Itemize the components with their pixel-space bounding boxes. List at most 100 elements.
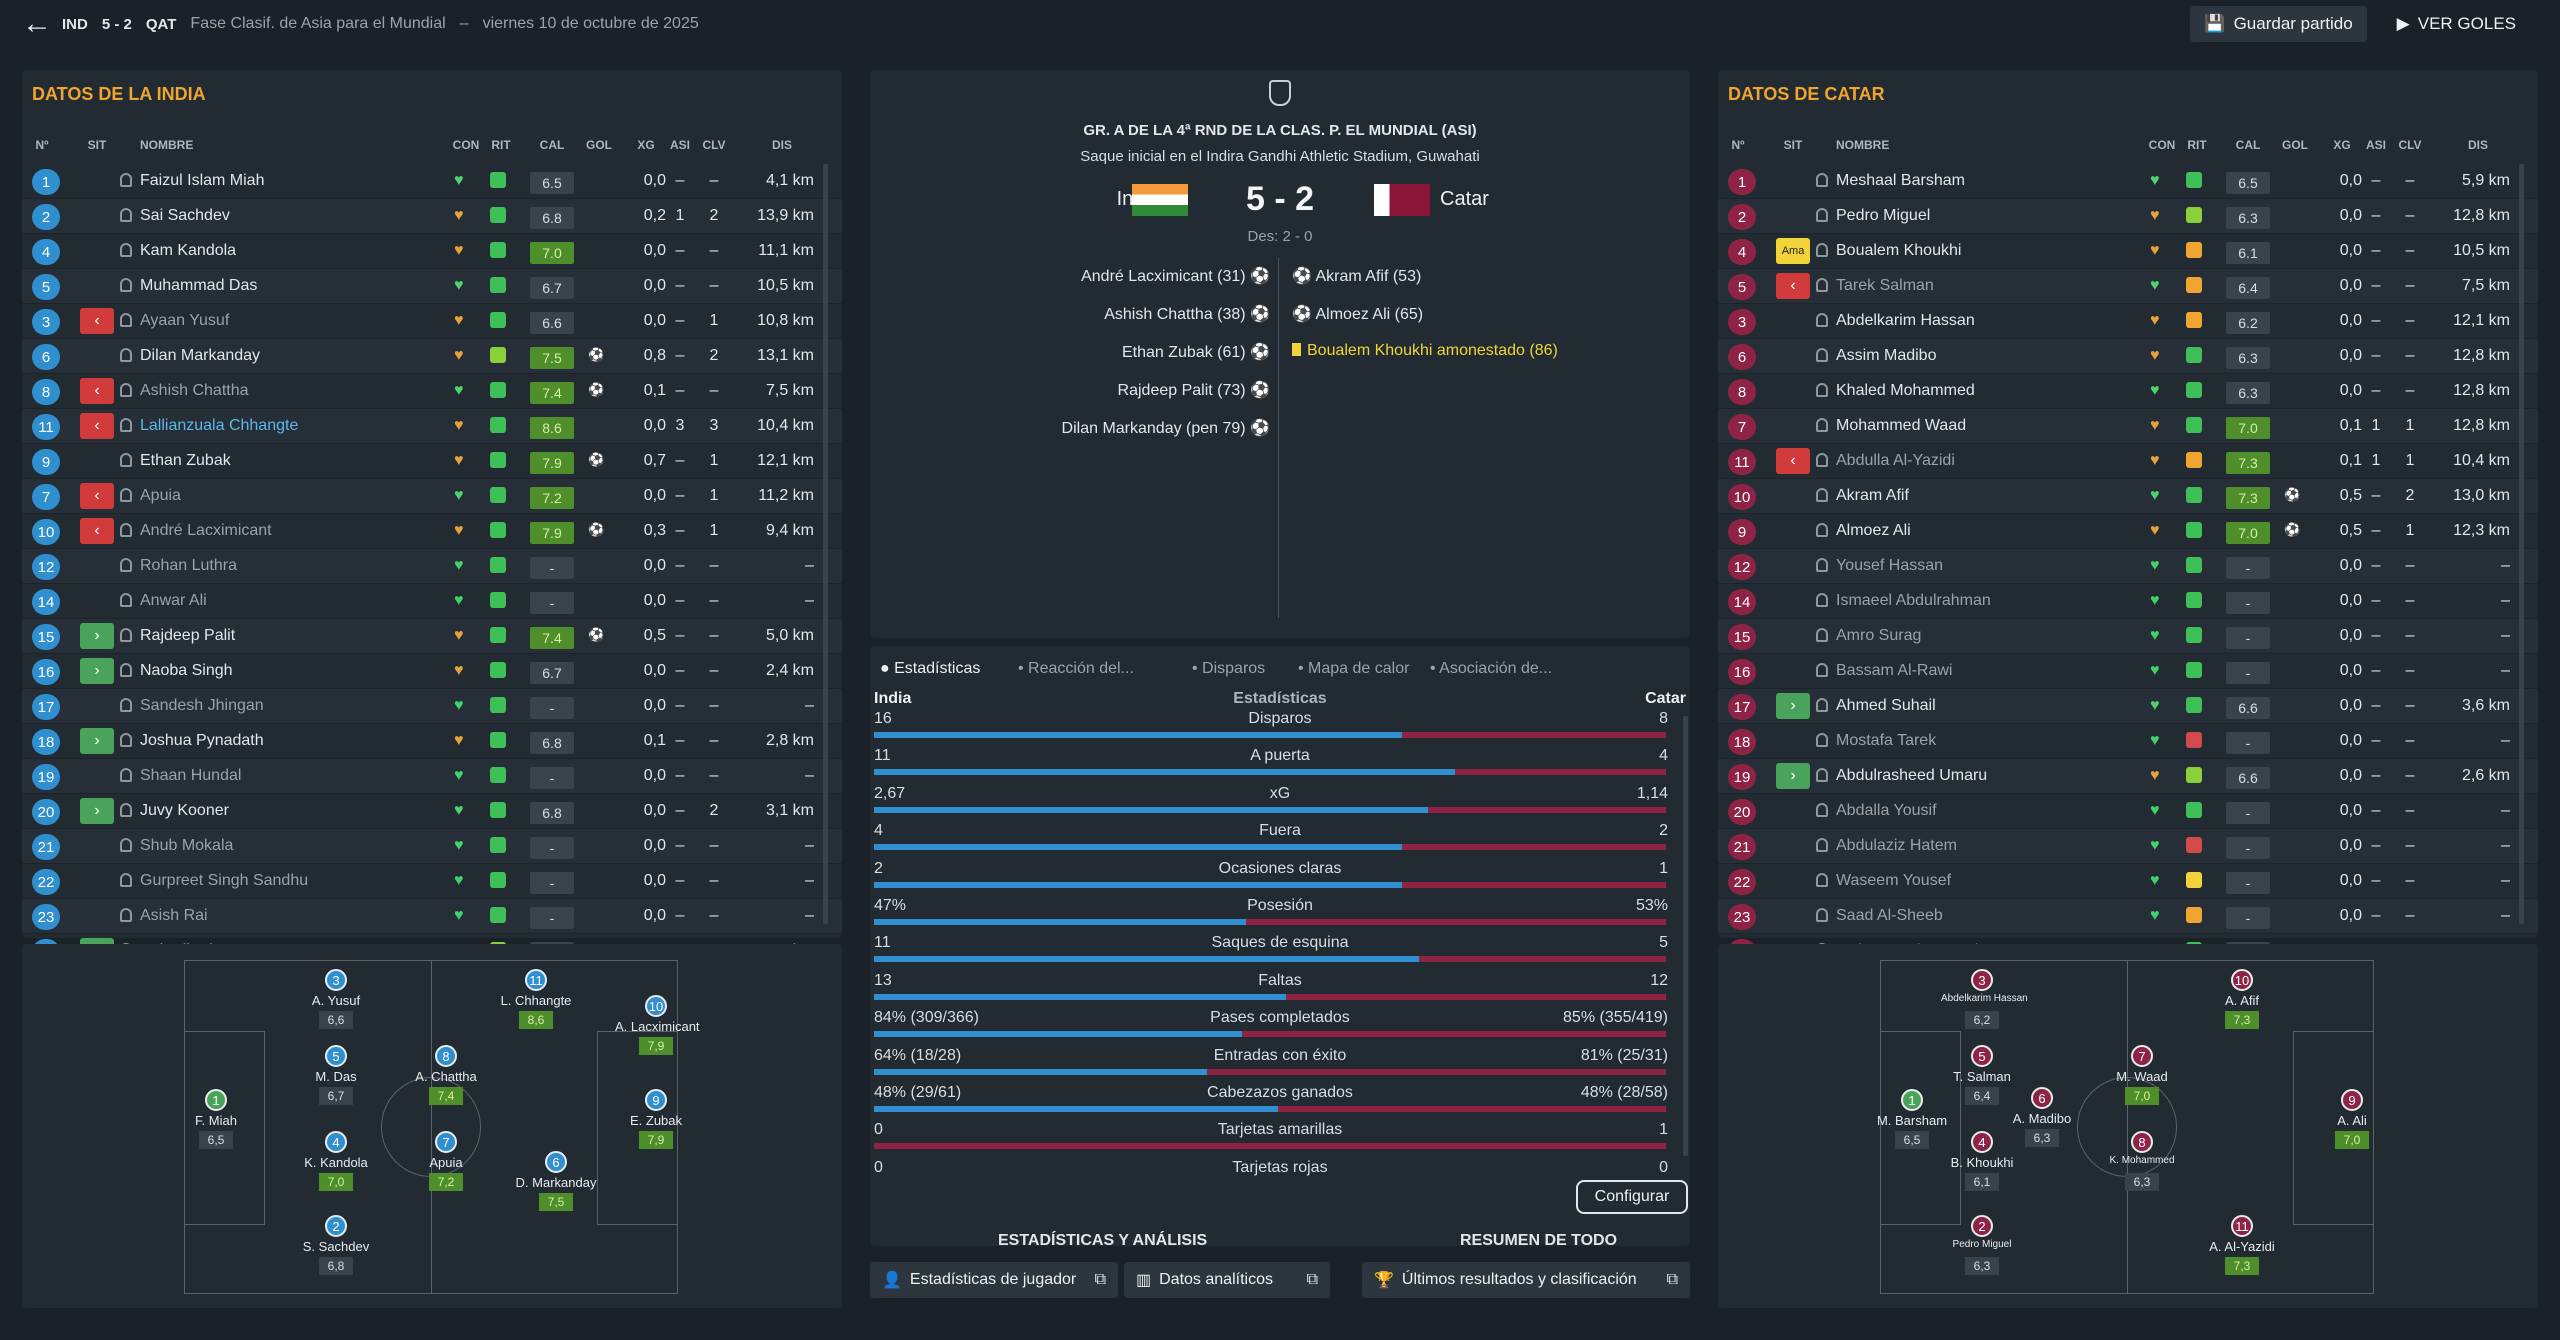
player-row[interactable]: 14 Ismaeel Abdulrahman ♥ -0,0– – –: [1718, 584, 2538, 619]
column-header-xg[interactable]: XG: [637, 138, 655, 152]
player-row[interactable]: 17 › Ahmed Suhail ♥ 6.6 0,0– –3,6 km: [1718, 689, 2538, 724]
player-name[interactable]: Juvy Kooner: [140, 802, 229, 819]
player-row[interactable]: 4 Ama Boualem Khoukhi ♥ 6.1 0,0– –10,5 km: [1718, 234, 2538, 269]
stats-tab[interactable]: • Disparos: [1192, 660, 1266, 677]
player-row[interactable]: 12 Yousef Hassan ♥ -0,0– – –: [1718, 549, 2538, 584]
column-header-dis[interactable]: DIS: [771, 138, 792, 152]
player-row[interactable]: 20 › Juvy Kooner ♥ 6.8 0,0– 2 3,1 km: [22, 794, 842, 829]
player-row[interactable]: 19 Shaan Hundal ♥ -0,0– – –: [22, 759, 842, 794]
player-row[interactable]: 11 ‹ Abdulla Al-Yazidi ♥ 7.3 0,1 1 1 10,4 km: [1718, 444, 2538, 479]
player-name[interactable]: Anwar Ali: [140, 592, 207, 609]
column-header-rit[interactable]: RIT: [491, 138, 511, 152]
player-row[interactable]: 8 Khaled Mohammed ♥ 6.3 0,0– –12,8 km: [1718, 374, 2538, 409]
player-name[interactable]: Bassam Al-Rawi: [1836, 662, 1953, 679]
player-row[interactable]: 8 ‹ Ashish Chattha ♥ 7.4 ⚽ 0,1– –7,5 km: [22, 374, 842, 409]
player-name[interactable]: Rajdeep Palit: [140, 627, 236, 644]
player-name[interactable]: Abdelkarim Hassan: [1836, 312, 1975, 329]
player-row[interactable]: 3 ‹ Ayaan Yusuf ♥ 6.6 0,0– 1 10,8 km: [22, 304, 842, 339]
player-row[interactable]: 14 Anwar Ali ♥ -0,0– – –: [22, 584, 842, 619]
player-name[interactable]: Sandesh Jhingan: [140, 697, 264, 714]
player-name[interactable]: Almoez Ali: [1836, 522, 1911, 539]
player-row[interactable]: 22 Waseem Yousef ♥ -0,0– – –: [1718, 864, 2538, 899]
player-row[interactable]: 15 Amro Surag ♥ -0,0– – –: [1718, 619, 2538, 654]
player-row[interactable]: 15 › Rajdeep Palit ♥ 7.4 ⚽ 0,5– –5,0 km: [22, 619, 842, 654]
player-row[interactable]: 20 Abdalla Yousif ♥ -0,0– – –: [1718, 794, 2538, 829]
column-header-rit[interactable]: RIT: [2187, 138, 2207, 152]
table-scrollbar[interactable]: [2519, 164, 2524, 924]
column-header-asi[interactable]: ASI: [2365, 138, 2386, 152]
player-row[interactable]: 21 Shub Mokala ♥ -0,0– – –: [22, 829, 842, 864]
player-name[interactable]: Faizul Islam Miah: [140, 172, 265, 189]
player-row[interactable]: 23 Saad Al-Sheeb ♥ -0,0– – –: [1718, 899, 2538, 934]
player-row[interactable]: 23 Asish Rai ♥ -0,0– – –: [22, 899, 842, 934]
player-row[interactable]: 6 Dilan Markanday ♥ 7.5 ⚽ 0,8– 2 13,1 km: [22, 339, 842, 374]
stats-scrollbar[interactable]: [1683, 716, 1688, 1156]
column-header-cal[interactable]: CAL: [539, 138, 565, 152]
player-name[interactable]: Joshua Pynadath: [140, 732, 264, 749]
player-name[interactable]: Shub Mokala: [140, 837, 234, 854]
player-name[interactable]: Khaled Mohammed: [1836, 382, 1975, 399]
player-name[interactable]: Meshaal Barsham: [1836, 172, 1965, 189]
player-row[interactable]: 16 Bassam Al-Rawi ♥ -0,0– – –: [1718, 654, 2538, 689]
player-row[interactable]: 21 Abdulaziz Hatem ♥ -0,0– – –: [1718, 829, 2538, 864]
player-row[interactable]: 10 Akram Afif ♥ 7.3 ⚽ 0,5– 2 13,0 km: [1718, 479, 2538, 514]
player-name[interactable]: Tarek Salman: [1836, 277, 1934, 294]
column-header-dis[interactable]: DIS: [2467, 138, 2488, 152]
player-row[interactable]: 17 Sandesh Jhingan ♥ -0,0– – –: [22, 689, 842, 724]
player-row[interactable]: 6 Assim Madibo ♥ 6.3 0,0– –12,8 km: [1718, 339, 2538, 374]
player-name[interactable]: Ethan Zubak: [140, 452, 231, 469]
player-name[interactable]: Shaan Hundal: [140, 767, 242, 784]
player-row[interactable]: 9 Ethan Zubak ♥ 7.9 ⚽ 0,7– 1 12,1 km: [22, 444, 842, 479]
player-name[interactable]: Assim Madibo: [1836, 347, 1937, 364]
column-header-asi[interactable]: ASI: [669, 138, 690, 152]
player-name[interactable]: Abdalla Yousif: [1836, 802, 1937, 819]
column-header-nombre[interactable]: NOMBRE: [140, 138, 194, 152]
column-header-xg[interactable]: XG: [2333, 138, 2351, 152]
player-row[interactable]: 16 › Naoba Singh ♥ 6.7 0,0– –2,4 km: [22, 654, 842, 689]
view-goals-button[interactable]: ▶ VER GOLES: [2383, 6, 2530, 42]
player-name[interactable]: Ashish Chattha: [140, 382, 249, 399]
player-row[interactable]: 1 Faizul Islam Miah ♥ 6.5 0,0– –4,1 km: [22, 164, 842, 199]
player-name[interactable]: Apuia: [140, 487, 181, 504]
player-row[interactable]: 7 ‹ Apuia ♥ 7.2 0,0– 1 11,2 km: [22, 479, 842, 514]
player-name[interactable]: Akram Afif: [1836, 487, 1909, 504]
player-row[interactable]: 11 ‹ Lallianzuala Chhangte ♥ 8.6 0,0 3 3 10,4 km: [22, 409, 842, 444]
stats-tab[interactable]: • Mapa de calor: [1298, 660, 1410, 677]
player-row[interactable]: 4 Kam Kandola ♥ 7.0 0,0– –11,1 km: [22, 234, 842, 269]
player-name[interactable]: Abdulaziz Hatem: [1836, 837, 1957, 854]
player-name[interactable]: Gurpreet Singh Sandhu: [140, 872, 309, 889]
player-name[interactable]: Ahmed Suhail: [1836, 697, 1936, 714]
column-header-con[interactable]: CON: [452, 138, 480, 152]
player-name[interactable]: Mohammed Waad: [1836, 417, 1967, 434]
stats-tab[interactable]: ● Estadísticas: [880, 660, 981, 677]
player-name[interactable]: Abdulrasheed Umaru: [1836, 767, 1988, 784]
player-name[interactable]: Dilan Markanday: [140, 347, 261, 364]
column-header-nº[interactable]: Nº: [35, 138, 49, 152]
player-name[interactable]: Amro Surag: [1836, 627, 1922, 644]
column-header-clv[interactable]: CLV: [2398, 138, 2422, 152]
player-name[interactable]: Pedro Miguel: [1836, 207, 1931, 224]
column-header-gol[interactable]: GOL: [586, 138, 612, 152]
player-name[interactable]: Sai Sachdev: [140, 207, 230, 224]
table-scrollbar[interactable]: [823, 164, 828, 924]
player-row[interactable]: 2 Pedro Miguel ♥ 6.3 0,0– –12,8 km: [1718, 199, 2538, 234]
player-row[interactable]: 18 Mostafa Tarek ♥ -0,0– – –: [1718, 724, 2538, 759]
results-standings-button[interactable]: 🏆 Últimos resultados y clasificación ⧉: [1362, 1262, 1690, 1298]
stats-tab[interactable]: • Reacción del...: [1018, 660, 1134, 677]
player-name[interactable]: André Lacximicant: [140, 522, 272, 539]
player-row[interactable]: 2 Sai Sachdev ♥ 6.8 0,2 1 2 13,9 km: [22, 199, 842, 234]
configure-button[interactable]: Configurar: [1576, 1180, 1688, 1214]
player-row[interactable]: 9 Almoez Ali ♥ 7.0 ⚽ 0,5– 1 12,3 km: [1718, 514, 2538, 549]
player-name[interactable]: Rohan Luthra: [140, 557, 237, 574]
player-row[interactable]: 19 › Abdulrasheed Umaru ♥ 6.6 0,0– –2,6 km: [1718, 759, 2538, 794]
save-match-button[interactable]: 💾 Guardar partido: [2190, 6, 2367, 42]
player-row[interactable]: 3 Abdelkarim Hassan ♥ 6.2 0,0– –12,1 km: [1718, 304, 2538, 339]
player-row[interactable]: 1 Meshaal Barsham ♥ 6.5 0,0– –5,9 km: [1718, 164, 2538, 199]
back-arrow-icon[interactable]: ←: [22, 7, 52, 40]
player-row[interactable]: 18 › Joshua Pynadath ♥ 6.8 0,1– –2,8 km: [22, 724, 842, 759]
column-header-cal[interactable]: CAL: [2235, 138, 2261, 152]
player-name[interactable]: Boualem Khoukhi: [1836, 242, 1962, 259]
player-name[interactable]: Muhammad Das: [140, 277, 258, 294]
column-header-nº[interactable]: Nº: [1731, 138, 1745, 152]
player-name[interactable]: Mostafa Tarek: [1836, 732, 1937, 749]
